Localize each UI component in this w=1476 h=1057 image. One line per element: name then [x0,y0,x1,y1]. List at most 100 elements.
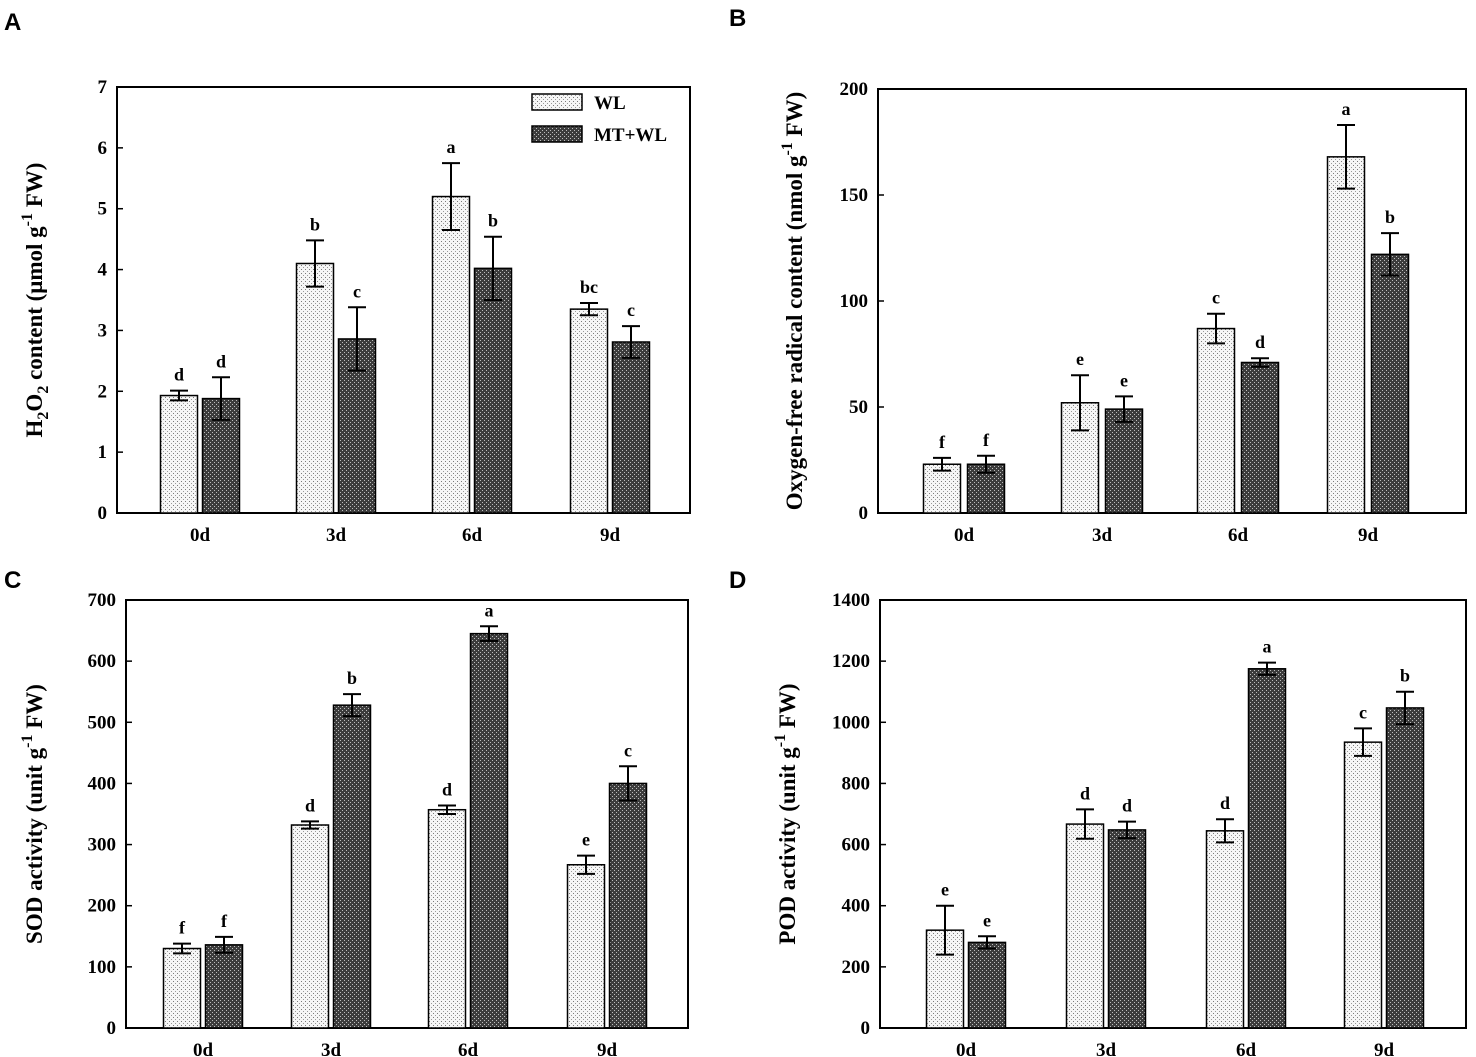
y-axis-label: Oxygen-free radical content (nmol g-1 FW… [779,92,807,511]
significance-label: f [221,911,228,931]
y-tick-label: 2 [98,381,108,402]
y-tick-label: 0 [861,1018,871,1039]
significance-label: f [179,918,186,938]
y-tick-label: 300 [88,835,117,856]
y-tick-label: 50 [849,397,868,418]
x-tick-label: 9d [1374,1040,1395,1057]
panel-letter: D [729,567,746,594]
y-axis-label: POD activity (unit g-1 FW) [772,683,800,944]
bar-mtwl-3d [1107,829,1147,1029]
y-tick-label: 200 [842,957,871,978]
significance-label: c [1359,702,1367,722]
bar-wl-6d [427,808,467,1029]
x-tick-label: 6d [1236,1040,1257,1057]
y-tick-label: 200 [840,79,869,100]
y-tick-label: 150 [840,185,869,206]
panel-c: C 0 100 200 300 400 500 600 700 0d 3d 6d 9d SOD activ… [4,567,689,1057]
significance-label: b [347,668,357,688]
x-tick-label: 0d [956,1040,977,1057]
bar-wl-9d [569,308,609,514]
panel-letter: B [729,5,746,32]
bar-mtwl-6d [1247,668,1287,1029]
bar-mtwl-0d [201,397,241,514]
bar-mtwl-3d [1104,408,1144,514]
significance-label: e [582,830,590,850]
y-axis-label: H2O2 content (μmol g-1 FW) [19,163,52,438]
x-tick-label: 9d [597,1040,618,1057]
panel-a: A 0 1 2 3 4 5 6 7 0d 3d 6d 9d H2O2 content (μmol g-1 … [4,9,691,546]
y-tick-label: 1000 [832,712,870,733]
bar-mtwl-9d [608,782,648,1029]
x-tick-label: 9d [600,525,621,546]
plot-frame [125,599,689,1029]
y-tick-label: 400 [842,896,871,917]
x-tick-label: 3d [326,525,347,546]
plot-frame [879,599,1467,1029]
x-tick-label: 3d [1092,525,1113,546]
significance-label: c [1212,288,1220,308]
x-tick-label: 0d [954,525,975,546]
y-tick-label: 800 [842,773,871,794]
significance-label: b [488,211,498,231]
x-tick-label: 9d [1358,525,1379,546]
significance-label: bc [580,277,598,297]
legend-label: MT+WL [594,125,667,146]
bar-mtwl-6d [1240,361,1280,514]
bar-wl-9d [566,863,606,1029]
significance-label: a [1263,637,1272,657]
bar-mtwl-6d [469,632,509,1029]
significance-label: d [216,351,226,371]
x-tick-label: 6d [1228,525,1249,546]
bar-mtwl-0d [967,941,1007,1029]
significance-label: f [939,432,946,452]
significance-label: d [1122,796,1132,816]
y-tick-label: 3 [98,320,108,341]
significance-label: f [983,430,990,450]
y-tick-label: 1 [98,442,108,463]
significance-label: a [1342,99,1351,119]
significance-label: d [1220,793,1230,813]
significance-label: e [1120,370,1128,390]
y-tick-label: 600 [842,835,871,856]
significance-label: b [1400,666,1410,686]
y-tick-label: 700 [88,590,117,611]
panel-letter: C [4,567,21,594]
significance-label: d [442,779,452,799]
significance-label: d [305,795,315,815]
y-tick-label: 7 [98,77,108,98]
legend-swatch-mtwl [531,125,583,143]
bar-wl-3d [290,824,330,1029]
bar-mtwl-3d [332,704,372,1029]
y-tick-label: 400 [88,773,117,794]
plot-frame [116,86,691,514]
x-tick-label: 6d [462,525,483,546]
x-tick-label: 6d [458,1040,479,1057]
significance-label: a [485,600,494,620]
y-tick-label: 4 [98,260,108,281]
y-tick-label: 0 [859,503,869,524]
y-tick-label: 500 [88,712,117,733]
x-tick-label: 0d [190,525,211,546]
x-tick-label: 3d [1096,1040,1117,1057]
significance-label: d [1255,332,1265,352]
x-tick-label: 0d [193,1040,214,1057]
bar-wl-3d [1065,823,1105,1029]
significance-label: c [624,740,632,760]
significance-label: b [1385,207,1395,227]
panel-d: D 0 200 400 600 800 1000 1200 1400 0d 3d 6d 9d POD ac… [729,567,1467,1057]
legend: WL MT+WL [531,93,667,146]
bar-wl-6d [431,195,471,514]
y-tick-label: 0 [98,503,108,524]
x-tick-label: 3d [321,1040,342,1057]
bar-mtwl-9d [1385,707,1425,1029]
y-tick-label: 1400 [832,590,870,611]
bar-wl-3d [295,262,335,514]
bar-mtwl-6d [473,267,513,514]
significance-label: c [627,300,635,320]
bar-wl-6d [1205,830,1245,1029]
significance-label: e [983,910,991,930]
significance-label: b [310,214,320,234]
panel-b: B 0 50 100 150 200 0d 3d 6d 9d Oxygen-free radical… [729,5,1467,546]
bar-wl-0d [162,947,202,1029]
